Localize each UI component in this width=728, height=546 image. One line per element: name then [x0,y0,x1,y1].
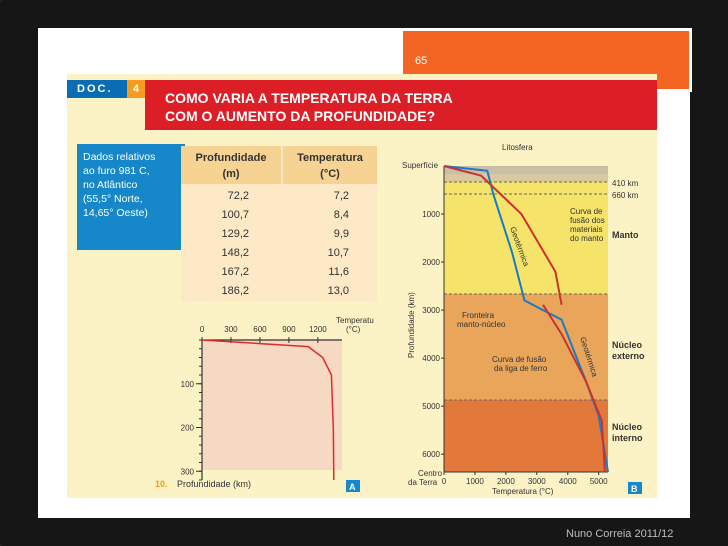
mantle-melting-curve [443,165,563,305]
table-cell: 72,2 [227,190,249,202]
graph-b-y-label: Profundidade (km) [407,292,416,358]
doc-tag: DOC. [67,80,127,98]
graph-a-plot-area [202,340,342,470]
layer-outer-core [444,294,608,400]
graph-a-badge: A [349,482,356,492]
graph-b-y-tick-label: 3000 [422,306,440,315]
header-text: Temperatura [297,152,363,164]
data-line: 14,65° Oeste) [83,207,148,219]
graph-a-top-tick-label: 600 [253,325,267,334]
data-line: ao furo 981 C, [83,165,150,177]
graph-a-top-axis-label: Temperatura [336,316,374,325]
graph-a: Temperatura (°C) 0 300 600 900 1200 100 200 300… [181,316,374,492]
data-line: (55,5° Norte, [83,193,143,205]
table-cell: 13,0 [327,285,349,297]
header-text: Profundidade [195,152,267,164]
fronteira-label-2: manto-núcleo [457,320,506,329]
footer-author: Nuno Correia 2011/12 [566,528,674,540]
graph-a-left-axis-label: Profundidade (km) [177,479,252,489]
graph-b-y-tick-label: 6000 [422,450,440,459]
table-cell: 186,2 [221,285,249,297]
graph-b-y-tick-label: 2000 [422,258,440,267]
graph-b-x-tick-label: 5000 [590,477,608,486]
figure-number: 10. [155,479,168,489]
graph-b-x-tick-label: 3000 [528,477,546,486]
graph-b-y-tick-label: 1000 [422,210,440,219]
center-label-2: da Terra [408,478,438,487]
graph-a-top-tick-label: 0 [200,325,205,334]
doc-number: 4 [127,80,145,98]
lithosphere-label: Litosfera [502,143,533,152]
inner-core-label-2: interno [612,433,643,443]
graph-a-curve [201,339,335,481]
inner-core-label-1: Núcleo [612,422,643,432]
graph-a-left-tick-label: 300 [181,467,195,476]
iron-melting-curve [542,304,606,473]
graph-a-left-tick-label: 100 [181,380,195,389]
graph-a-left-tick-label: 200 [181,424,195,433]
header-text: (m) [222,168,240,180]
table-header-depth: Profundidade (m) [181,146,281,184]
center-label-1: Centro [418,469,443,478]
data-table: Profundidade (m) Temperatura (°C) 72,2 7… [181,146,377,302]
layer-inner-core [444,400,608,472]
table-cell: 100,7 [221,209,249,221]
slide-number: 65 [415,55,428,67]
outer-core-label-1: Núcleo [612,340,643,350]
table-cell: 10,7 [327,247,349,259]
graph-a-top-tick-label: 900 [282,325,296,334]
graph-b: 0 1000 2000 3000 4000 5000 1000 2000 3000 4000 500… [402,143,645,496]
fusao-manto-label-4: do manto [570,234,604,243]
table-cell: 7,2 [333,190,349,202]
fusao-manto-label-1: Curva de [570,207,603,216]
table-cell: 9,9 [333,228,349,240]
fusao-ferro-label-2: da liga de ferro [494,364,548,373]
table-header-temp: Temperatura (°C) [283,146,377,184]
fusao-ferro-label-1: Curva de fusão [492,355,547,364]
depth-660-label: 660 km [612,191,639,200]
table-cell: 148,2 [221,247,249,259]
header-text: (°C) [320,168,340,180]
layer-lithosphere [444,166,608,174]
graph-a-top-tick-label: 1200 [309,325,327,334]
graph-b-y-tick-label: 4000 [422,354,440,363]
data-source-box: Dados relativos ao furo 981 C, no Atlânt… [77,144,185,250]
fusao-manto-label-3: materiais [570,225,602,234]
fusao-manto-label-2: fusão dos [570,216,605,225]
graph-a-top-axis-unit: (°C) [346,325,361,334]
table-cell: 167,2 [221,266,249,278]
document-figure: DOC. 4 COMO VARIA A TEMPERATURA DA TERRA… [67,74,657,498]
graph-b-x-label: Temperatura (°C) [492,487,554,496]
graph-b-x-tick-label: 2000 [497,477,515,486]
data-line: Dados relativos [83,151,156,163]
table-cell: 8,4 [333,209,349,221]
depth-410-label: 410 km [612,179,639,188]
graph-b-x-tick-label: 1000 [466,477,484,486]
table-cell: 129,2 [221,228,249,240]
title-line-2: COM O AUMENTO DA PROFUNDIDADE? [165,108,436,124]
data-line: no Atlântico [83,179,138,191]
graph-b-badge-bg [628,482,642,494]
outer-core-label-2: externo [612,351,645,361]
surface-label: Superfície [402,161,439,170]
table-cell: 11,6 [328,266,349,278]
layer-transition [444,174,608,182]
graph-b-x-tick-label: 0 [442,477,447,486]
graph-b-badge: B [631,484,638,494]
graph-a-badge-bg [346,480,360,492]
layer-mantle [444,182,608,294]
title-line-1: COMO VARIA A TEMPERATURA DA TERRA [165,90,453,106]
graph-b-x-tick-label: 4000 [559,477,577,486]
title-bar: COMO VARIA A TEMPERATURA DA TERRA COM O … [145,80,657,130]
graph-a-top-tick-label: 300 [224,325,238,334]
mantle-label: Manto [612,230,639,240]
fronteira-label-1: Fronteira [462,311,495,320]
graph-b-y-tick-label: 5000 [422,402,440,411]
